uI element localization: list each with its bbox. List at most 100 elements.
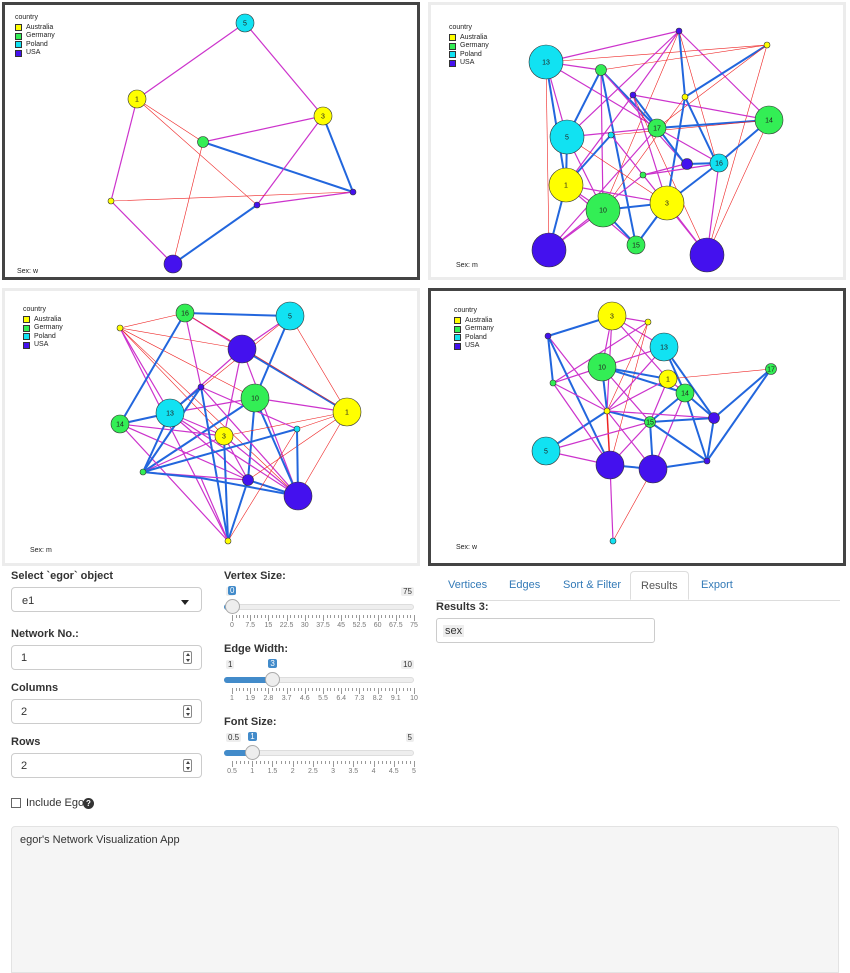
edge (241, 348, 348, 413)
legend-title: country (15, 14, 38, 21)
network-plot-4[interactable]: 3 13 10 1 14 17 15 5 country Australia Germany … (428, 288, 846, 566)
slider-minor-tick (388, 615, 390, 618)
slider-minor-tick (239, 688, 241, 691)
results-tag[interactable]: sex (443, 625, 465, 637)
slider-tick (395, 615, 397, 621)
slider-max-label: 5 (405, 733, 414, 742)
slider-minor-tick (405, 761, 407, 764)
edge (547, 335, 608, 412)
stepper-icon[interactable] (183, 705, 192, 718)
slider-handle[interactable] (264, 672, 280, 687)
slider-tick (272, 761, 274, 767)
slider-minor-tick (288, 761, 290, 764)
edge (566, 136, 668, 204)
network-node (253, 201, 261, 209)
slider-minor-tick (246, 615, 248, 618)
font-size-slider[interactable]: 0.5 5 1 0.5 1 1.5 2 2.5 3 3.5 4 4.5 5 (224, 732, 416, 783)
slider-minor-tick (399, 615, 401, 618)
network-no-input[interactable]: 1 (11, 645, 202, 670)
tab-sort-filter[interactable]: Sort & Filter (563, 579, 622, 591)
edge (136, 98, 204, 143)
slider-track[interactable] (224, 604, 414, 610)
slider-handle[interactable] (224, 599, 240, 614)
slider-minor-tick (261, 615, 263, 618)
slider-tick (333, 761, 335, 767)
slider-minor-tick (293, 615, 295, 618)
slider-grid-label: 5.5 (318, 695, 328, 702)
rows-input[interactable]: 2 (11, 753, 202, 778)
network-node (763, 41, 771, 49)
network-plot-3[interactable]: 16 5 10 1 14 13 3 country Australia Germany Po… (2, 288, 420, 566)
network-node (675, 27, 683, 35)
network-plot-1[interactable]: 5 1 3 country Australia Germany Poland USA… (2, 2, 420, 280)
edge (119, 327, 229, 542)
legend-item: USA (23, 341, 63, 350)
slider-minor-tick (260, 761, 262, 764)
slider-tick (232, 688, 233, 694)
slider-tick (359, 615, 361, 621)
slider-grid-label: 3.7 (281, 695, 292, 702)
edge (706, 368, 772, 462)
slider-minor-tick (235, 688, 237, 691)
legend-item: Australia (449, 34, 489, 43)
edge (322, 115, 354, 193)
stepper-icon[interactable] (183, 651, 192, 664)
plot-sex-label: Sex: w (456, 544, 478, 551)
legend: country Australia Germany Poland USA (449, 24, 489, 68)
tab-edges[interactable]: Edges (509, 579, 541, 591)
slider-minor-tick (264, 688, 266, 691)
node-label: 1 (345, 410, 349, 417)
slider-minor-tick (275, 688, 277, 691)
slider-minor-tick (345, 761, 347, 764)
network-node (597, 301, 627, 331)
help-icon[interactable]: ? (83, 798, 94, 809)
stepper-icon[interactable] (183, 759, 192, 772)
legend-item: Germany (23, 324, 63, 333)
network-node (175, 303, 195, 323)
node-label: 14 (681, 391, 689, 398)
slider-minor-tick (280, 761, 282, 764)
slider-minor-tick (301, 688, 303, 691)
edge (706, 417, 715, 462)
slider-minor-tick (297, 688, 299, 691)
slider-minor-tick (242, 615, 244, 618)
slider-handle[interactable] (244, 745, 260, 760)
slider-tick (414, 688, 415, 694)
include-ego-checkbox[interactable] (11, 798, 21, 808)
edge (184, 312, 349, 413)
slider-minor-tick (401, 761, 403, 764)
slider-tick (323, 615, 324, 621)
slider-grid-labels: 0.5 1 1.5 2 2.5 3 3.5 4 4.5 5 (224, 768, 416, 778)
tab-results[interactable]: Results (630, 571, 689, 600)
tab-export[interactable]: Export (701, 579, 733, 591)
egor-object-select[interactable]: e1 (11, 587, 202, 612)
slider-minor-tick (326, 688, 328, 691)
slider-minor-tick (403, 688, 405, 691)
node-label: 17 (767, 367, 775, 374)
slider-minor-tick (268, 761, 270, 764)
edge (678, 30, 718, 165)
slider-grid-label: 1.9 (245, 695, 256, 702)
slider-minor-tick (325, 761, 327, 764)
slider-tick (359, 688, 361, 694)
tab-vertices[interactable]: Vertices (448, 579, 488, 591)
network-node (639, 171, 647, 179)
slider-grid-labels: 0 7.5 15 22.5 30 37.5 45 52.5 60 67.5 75 (224, 622, 418, 632)
slider-grid-label: 67.5 (388, 622, 403, 629)
edges (119, 312, 349, 542)
network-plot-2[interactable]: 13 5 17 14 16 1 10 3 15 country Australia German… (428, 2, 846, 280)
vertex-size-slider[interactable]: 0 75 0 0 7.5 15 22.5 30 37.5 45 52.5 60 67.5 75 (224, 586, 418, 637)
edge-width-slider[interactable]: 1 10 3 1 1.9 2.8 3.7 4.6 5.5 6.4 7.3 8.2 9.1 10 (224, 659, 418, 710)
results-input[interactable]: sex (436, 618, 655, 643)
node-label: 5 (243, 21, 247, 28)
edge (169, 412, 249, 481)
network-node (709, 153, 729, 173)
slider-minor-tick (282, 688, 284, 691)
network-node (107, 197, 115, 205)
columns-input[interactable]: 2 (11, 699, 202, 724)
slider-grid-label: 1 (230, 695, 234, 702)
slider-tick (373, 761, 375, 767)
slider-grid-label: 9.1 (390, 695, 401, 702)
network-node (313, 106, 333, 126)
edge (119, 423, 249, 481)
